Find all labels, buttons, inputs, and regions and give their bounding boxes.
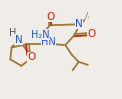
- Text: HN: HN: [41, 37, 56, 47]
- Text: O: O: [46, 12, 54, 22]
- Text: H₂N: H₂N: [31, 30, 50, 40]
- Text: O: O: [87, 29, 96, 39]
- Text: N: N: [75, 19, 83, 29]
- Text: H: H: [9, 28, 16, 38]
- Text: N: N: [15, 35, 23, 45]
- Text: /: /: [85, 12, 88, 21]
- Text: O: O: [28, 52, 36, 62]
